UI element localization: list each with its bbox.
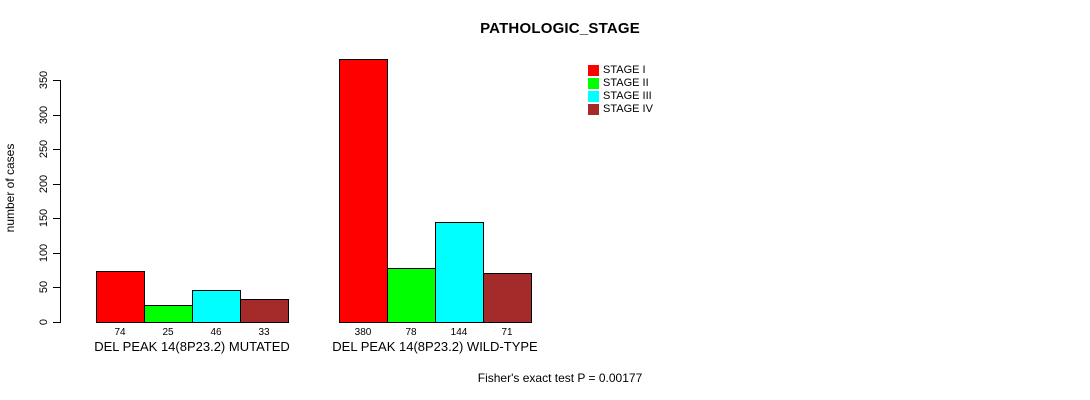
legend-label: STAGE I [603, 64, 646, 76]
bar-stage-ii-group2 [387, 268, 436, 323]
bar-value-label: 71 [501, 327, 513, 338]
bar-stage-iv-group2 [483, 273, 532, 323]
chart-title: PATHOLOGIC_STAGE [480, 20, 640, 37]
fisher-test-note: Fisher's exact test P = 0.00177 [477, 371, 643, 385]
legend-color-swatch [588, 78, 599, 89]
legend-color-swatch [588, 91, 599, 102]
y-axis-tick [53, 80, 60, 81]
bar-stage-iv-group1 [240, 299, 289, 323]
y-axis-line [60, 80, 61, 323]
bar-stage-iii-group2 [435, 222, 484, 323]
bar-value-label: 25 [162, 327, 174, 338]
bar-value-label: 46 [210, 327, 222, 338]
y-axis-tick-label: 350 [38, 70, 50, 90]
legend-color-swatch [588, 65, 599, 76]
bar-value-label: 78 [405, 327, 417, 338]
legend: STAGE I STAGE II STAGE III STAGE IV [588, 65, 653, 115]
y-axis-tick [53, 287, 60, 288]
bar-stage-iii-group1 [192, 290, 241, 323]
legend-item-stage-ii: STAGE II [588, 78, 653, 89]
bar-value-label: 144 [450, 327, 468, 338]
x-axis-group-label: DEL PEAK 14(8P23.2) WILD-TYPE [332, 339, 538, 354]
y-axis-tick-label: 50 [38, 280, 50, 294]
bar-stage-ii-group1 [144, 305, 193, 323]
y-axis-tick [53, 322, 60, 323]
x-axis-group-label: DEL PEAK 14(8P23.2) MUTATED [94, 339, 290, 354]
y-axis-tick [53, 184, 60, 185]
y-axis-tick [53, 149, 60, 150]
legend-label: STAGE II [603, 77, 649, 89]
legend-item-stage-i: STAGE I [588, 65, 653, 76]
y-axis-tick-label: 300 [38, 105, 50, 125]
legend-item-stage-iv: STAGE IV [588, 104, 653, 115]
y-axis-tick [53, 253, 60, 254]
legend-color-swatch [588, 104, 599, 115]
legend-item-stage-iii: STAGE III [588, 91, 653, 102]
legend-label: STAGE III [603, 90, 652, 102]
y-axis-tick [53, 218, 60, 219]
bar-value-label: 74 [114, 327, 126, 338]
y-axis-tick-label: 0 [38, 318, 50, 326]
bar-value-label: 380 [354, 327, 372, 338]
y-axis-tick-label: 250 [38, 139, 50, 159]
y-axis-tick-label: 200 [38, 174, 50, 194]
y-axis-label: number of cases [3, 143, 17, 233]
y-axis-tick [53, 115, 60, 116]
legend-label: STAGE IV [603, 103, 653, 115]
y-axis-tick-label: 100 [38, 243, 50, 263]
bar-stage-i-group2 [339, 59, 388, 323]
y-axis-tick-label: 150 [38, 208, 50, 228]
bar-stage-i-group1 [96, 271, 145, 323]
bar-value-label: 33 [258, 327, 270, 338]
